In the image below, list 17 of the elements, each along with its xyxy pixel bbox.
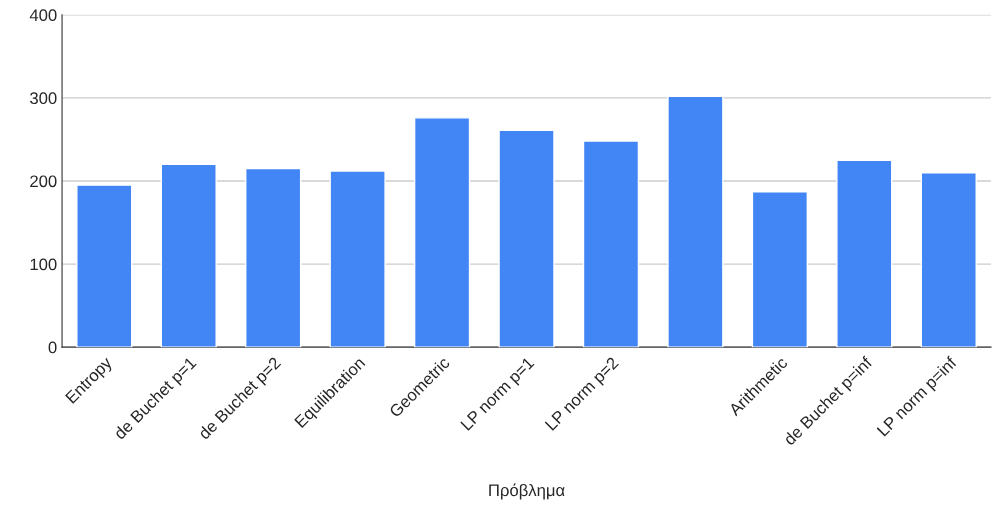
y-tick-label: 100	[30, 258, 57, 271]
bar	[751, 191, 809, 348]
bar	[498, 129, 555, 348]
bar	[667, 95, 724, 348]
y-tick-label: 400	[29, 9, 57, 22]
bar	[329, 170, 386, 348]
bar	[920, 171, 977, 348]
bar	[836, 159, 893, 348]
y-tick-label: 200	[30, 175, 57, 188]
bar	[413, 117, 471, 348]
bar	[160, 163, 217, 348]
x-axis-title: Πρόβλημα	[489, 483, 565, 500]
y-tick-label: 0	[48, 341, 57, 354]
bar	[582, 140, 640, 348]
y-tick-label: 300	[30, 92, 57, 105]
bar	[76, 184, 133, 348]
bar	[245, 167, 302, 348]
